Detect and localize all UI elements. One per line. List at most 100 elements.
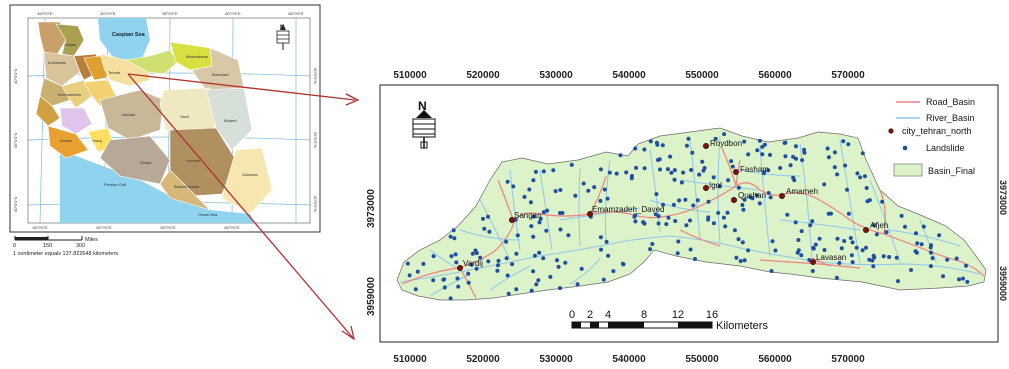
legend-city-swatch — [888, 128, 894, 134]
river-network — [399, 135, 981, 297]
landslide-point — [825, 146, 830, 151]
landslide-point — [855, 171, 860, 176]
landslide-point — [656, 221, 661, 226]
landslide-point — [486, 259, 491, 264]
landslide-point — [850, 260, 855, 265]
landslide-point — [686, 136, 691, 141]
arrow-head-lower-icon — [341, 325, 356, 341]
landslide-point — [706, 215, 711, 220]
svg-text:Zahedan: Zahedan — [242, 172, 258, 177]
landslide-point — [860, 151, 865, 156]
landslide-point — [810, 269, 815, 273]
city-label-igol: Igol — [709, 181, 722, 190]
landslide-point — [496, 258, 501, 263]
landslide-point — [650, 242, 655, 246]
landslide-point — [834, 275, 839, 280]
landslide-point — [793, 144, 798, 149]
landslide-point — [796, 238, 801, 242]
city-label-fasham: Fasham — [740, 165, 769, 174]
landslide-point — [486, 214, 490, 219]
landslide-point — [684, 223, 689, 228]
landslide-point — [473, 248, 478, 253]
landslide-point — [813, 242, 818, 247]
landslide-point — [793, 220, 798, 225]
landslide-point — [706, 199, 711, 204]
landslide-point — [716, 210, 721, 215]
landslide-point — [529, 224, 534, 229]
overview-left-ticks: 40°0'0"N 35°0'0"N 30°0'0"N — [13, 68, 18, 212]
svg-text:520000: 520000 — [466, 70, 500, 81]
svg-text:45°0'0"E: 45°0'0"E — [32, 225, 48, 230]
legend-river-label: River_Basin — [926, 113, 975, 123]
overview-scale-tick-0: 0 — [13, 243, 16, 249]
landslide-point — [865, 199, 870, 204]
landslide-point — [688, 247, 693, 252]
city-labels: Roydbon Fasham Igol Qushan Amameh Sangan… — [463, 139, 888, 268]
landslide-point — [896, 279, 900, 284]
overview-bottom-ticks: 45°0'0"E 50°0'0"E 55°0'0"E 60°0'0"E — [32, 225, 240, 230]
scale-ticks: 0 2 4 8 12 16 — [569, 309, 718, 321]
landslide-point — [474, 266, 479, 271]
landslide-point — [783, 140, 788, 145]
landslide-point — [826, 155, 831, 160]
landslide-point — [454, 260, 459, 265]
landslide-point — [729, 159, 734, 164]
svg-text:540000: 540000 — [612, 70, 646, 81]
landslide-point — [545, 208, 550, 213]
landslide-point — [598, 167, 603, 172]
svg-text:Tehran: Tehran — [108, 70, 120, 75]
landslide-point — [808, 223, 813, 228]
landslide-point — [792, 178, 797, 183]
landslide-point — [495, 268, 500, 273]
svg-text:Bandar Abbas: Bandar Abbas — [174, 184, 199, 189]
landslide-point — [677, 198, 682, 203]
landslide-point — [760, 144, 765, 149]
landslide-point — [690, 150, 695, 155]
landslide-point — [762, 142, 767, 147]
landslide-point — [928, 250, 933, 255]
landslide-point — [742, 197, 747, 202]
landslide-point — [658, 167, 662, 172]
landslide-point — [531, 234, 536, 239]
landslide-point — [768, 152, 772, 157]
north-arrow-icon — [412, 110, 436, 149]
landslide-point — [441, 277, 446, 282]
landslide-point — [598, 235, 603, 240]
landslide-point — [850, 240, 855, 245]
city-label-lavasan: Lavasan — [816, 253, 846, 262]
landslide-point — [746, 152, 751, 157]
svg-text:570000: 570000 — [831, 70, 865, 81]
landslide-point — [665, 167, 670, 172]
city-label-sangan: Sangan — [514, 211, 542, 220]
landslide-point — [832, 165, 837, 170]
main-right-ticks: 3973000 3959000 — [998, 180, 1008, 301]
landslide-point — [693, 257, 697, 261]
landslide-point — [872, 223, 877, 228]
svg-text:65°0'0"E: 65°0'0"E — [288, 11, 304, 16]
landslide-point — [606, 253, 611, 258]
svg-text:4: 4 — [605, 309, 611, 321]
svg-text:60°0'0"E: 60°0'0"E — [224, 225, 240, 230]
overview-top-ticks: 45°0'0"E 50°0'0"E 55°0'0"E 60°0'0"E 65°0… — [37, 11, 304, 16]
city-label-qushan: Qushan — [738, 191, 766, 200]
svg-text:Shiraz: Shiraz — [140, 160, 151, 165]
landslide-point — [466, 280, 471, 285]
legend-landslide-label: Landslide — [926, 143, 965, 153]
landslide-point — [880, 199, 885, 204]
landslide-point — [541, 169, 546, 174]
svg-text:540000: 540000 — [612, 354, 646, 365]
svg-text:35°0'0"N: 35°0'0"N — [313, 132, 318, 148]
landslide-point — [671, 202, 676, 207]
landslide-point — [870, 258, 875, 263]
persian-gulf-label: Persian Gulf — [104, 182, 127, 187]
legend-city-label: city_tehran_north — [902, 126, 972, 136]
landslide-point — [854, 245, 859, 250]
overview-map: Zanjan Kordestan Tehran Mazandaran Mashhad K… — [9, 4, 321, 233]
landslide-point — [505, 273, 510, 278]
landslide-point — [510, 262, 515, 267]
landslide-point — [799, 229, 804, 234]
city-marker-fasham — [732, 168, 740, 176]
landslide-point — [849, 253, 854, 258]
landslide-point — [802, 147, 806, 152]
landslide-point — [766, 191, 771, 195]
